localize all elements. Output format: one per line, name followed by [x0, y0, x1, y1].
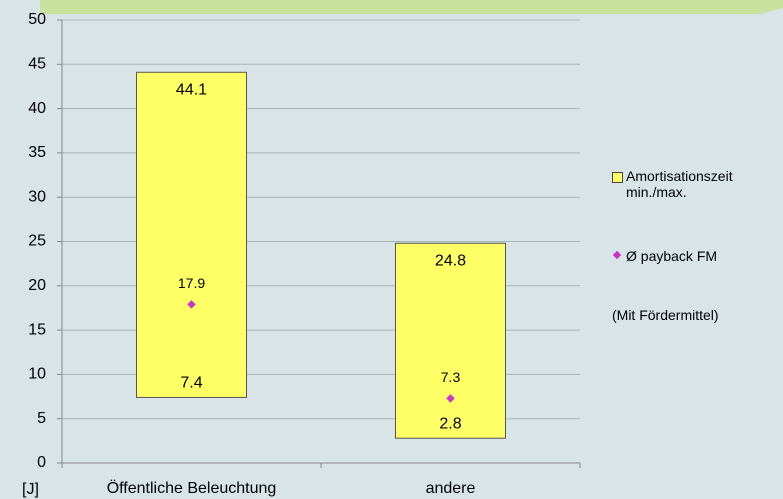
- data-label: 24.8: [435, 252, 466, 269]
- y-tick-label: 20: [28, 277, 46, 294]
- x-tick-label: andere: [426, 480, 476, 497]
- legend-swatch: [612, 250, 622, 260]
- y-axis-label: [J]: [22, 481, 39, 498]
- y-tick-label: 5: [37, 410, 46, 427]
- legend-item: Ø payback FM: [612, 248, 782, 264]
- marker: [446, 394, 455, 403]
- y-tick-label: 15: [28, 321, 46, 338]
- note: (Mit Fördermittel): [612, 307, 719, 323]
- data-label: 44.1: [176, 81, 207, 98]
- legend-label: Amortisationszeit min./max.: [626, 168, 733, 200]
- header-strip: [40, 0, 783, 14]
- y-tick-label: 25: [28, 233, 46, 250]
- legend-item: Amortisationszeit min./max.: [612, 168, 782, 200]
- range-bar: [395, 242, 506, 439]
- legend-label: Ø payback FM: [626, 248, 718, 264]
- range-bar: [136, 71, 247, 398]
- x-tick-label: Öffentliche Beleuchtung: [107, 479, 277, 497]
- y-tick-label: 40: [28, 100, 46, 117]
- y-tick-label: 0: [37, 454, 46, 471]
- data-label: 7.4: [180, 375, 202, 392]
- y-tick-label: 50: [28, 11, 46, 28]
- y-tick-label: 30: [28, 188, 46, 205]
- legend-swatch: [612, 172, 623, 183]
- marker: [187, 300, 196, 309]
- data-label: 7.3: [441, 369, 461, 385]
- data-label: 2.8: [439, 415, 461, 432]
- y-tick-label: 10: [28, 366, 46, 383]
- data-label: 17.9: [178, 275, 205, 291]
- y-tick-label: 45: [28, 56, 46, 73]
- y-tick-label: 35: [28, 144, 46, 161]
